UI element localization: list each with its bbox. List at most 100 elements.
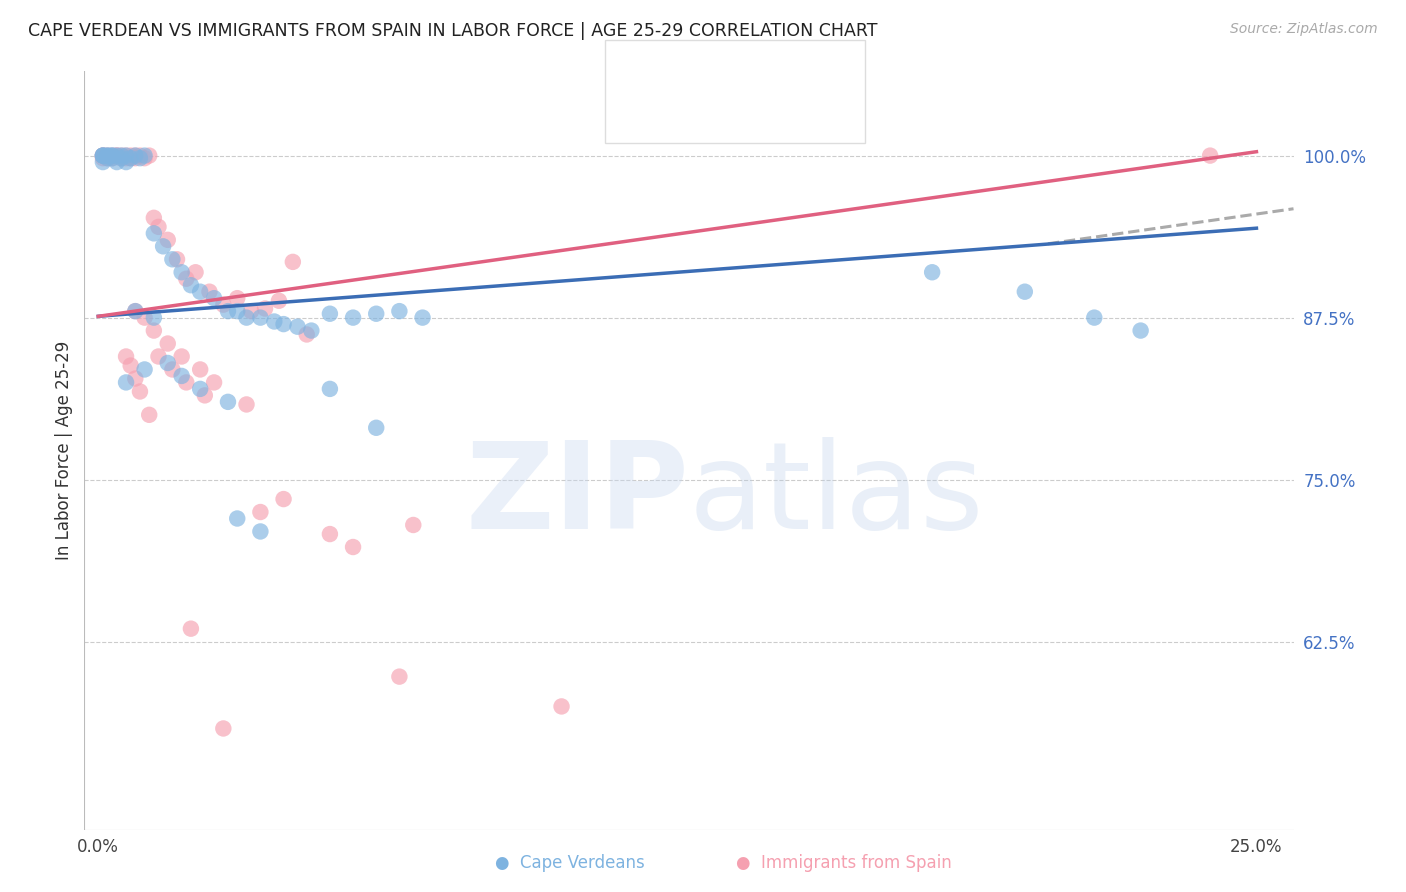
Point — [156, 336, 179, 351]
Point — [142, 227, 165, 241]
Text: R =: R = — [659, 103, 699, 120]
Point — [156, 233, 179, 247]
Point — [226, 304, 249, 318]
Point — [115, 148, 138, 162]
Point — [124, 148, 146, 162]
Point — [281, 255, 304, 269]
Point — [921, 265, 943, 279]
Text: N =: N = — [747, 103, 786, 120]
Point — [129, 151, 152, 165]
Point — [299, 324, 322, 338]
Point — [101, 148, 124, 162]
Point — [142, 211, 165, 225]
Point — [212, 722, 235, 736]
Point — [240, 304, 263, 318]
Point — [319, 307, 342, 321]
Point — [134, 151, 156, 165]
Point — [110, 151, 132, 165]
Point — [105, 148, 128, 162]
Point — [124, 304, 146, 318]
Point — [101, 148, 124, 162]
Point — [273, 491, 295, 506]
Point — [295, 327, 318, 342]
Point — [105, 148, 128, 162]
Point — [148, 219, 170, 234]
Text: atlas: atlas — [689, 437, 984, 555]
Point — [138, 148, 160, 162]
Point — [96, 148, 118, 162]
Point — [142, 310, 165, 325]
Point — [156, 356, 179, 370]
Point — [170, 368, 193, 383]
Y-axis label: In Labor Force | Age 25-29: In Labor Force | Age 25-29 — [55, 341, 73, 560]
Point — [319, 382, 342, 396]
Point — [115, 350, 138, 364]
Point — [162, 252, 184, 267]
Point — [249, 524, 271, 539]
Point — [1129, 324, 1152, 338]
Text: 61: 61 — [779, 103, 804, 120]
Point — [226, 511, 249, 525]
Point — [129, 148, 152, 162]
Point — [249, 310, 271, 325]
Point — [388, 304, 411, 318]
Point — [217, 395, 239, 409]
Point — [120, 359, 142, 373]
Point — [129, 384, 152, 399]
Point — [212, 298, 235, 312]
Point — [115, 376, 138, 390]
Point — [366, 307, 388, 321]
Point — [170, 265, 193, 279]
Point — [96, 148, 118, 162]
Point — [91, 148, 114, 162]
Point — [1083, 310, 1105, 325]
Point — [120, 151, 142, 165]
Point — [115, 148, 138, 162]
Point — [180, 622, 202, 636]
Point — [152, 239, 174, 253]
Text: ●  Immigrants from Spain: ● Immigrants from Spain — [735, 855, 952, 872]
Point — [91, 148, 114, 162]
Point — [142, 324, 165, 338]
Point — [174, 271, 197, 285]
Point — [249, 505, 271, 519]
Point — [180, 278, 202, 293]
Point — [101, 151, 124, 165]
Point — [194, 388, 217, 402]
Point — [138, 408, 160, 422]
Point — [235, 397, 257, 411]
Text: ZIP: ZIP — [465, 437, 689, 555]
Text: ●  Cape Verdeans: ● Cape Verdeans — [495, 855, 644, 872]
Point — [202, 376, 225, 390]
Point — [115, 155, 138, 169]
Point — [101, 151, 124, 165]
Point — [148, 350, 170, 364]
Text: CAPE VERDEAN VS IMMIGRANTS FROM SPAIN IN LABOR FORCE | AGE 25-29 CORRELATION CHA: CAPE VERDEAN VS IMMIGRANTS FROM SPAIN IN… — [28, 22, 877, 40]
Point — [412, 310, 434, 325]
Point — [105, 148, 128, 162]
Point — [202, 291, 225, 305]
Point — [1199, 148, 1222, 162]
Point — [174, 376, 197, 390]
Point — [263, 314, 285, 328]
Point — [184, 265, 207, 279]
Point — [124, 148, 146, 162]
Point — [124, 371, 146, 385]
Point — [96, 151, 118, 165]
Point — [235, 310, 257, 325]
Text: 0.266: 0.266 — [692, 60, 748, 78]
Point — [170, 350, 193, 364]
Point — [162, 362, 184, 376]
Point — [91, 155, 114, 169]
Point — [110, 148, 132, 162]
Point — [366, 421, 388, 435]
Point — [120, 148, 142, 162]
Point — [134, 310, 156, 325]
Point — [120, 151, 142, 165]
Point — [319, 527, 342, 541]
Point — [91, 148, 114, 162]
Point — [134, 148, 156, 162]
Point — [166, 252, 188, 267]
Point — [124, 304, 146, 318]
Point — [342, 310, 364, 325]
